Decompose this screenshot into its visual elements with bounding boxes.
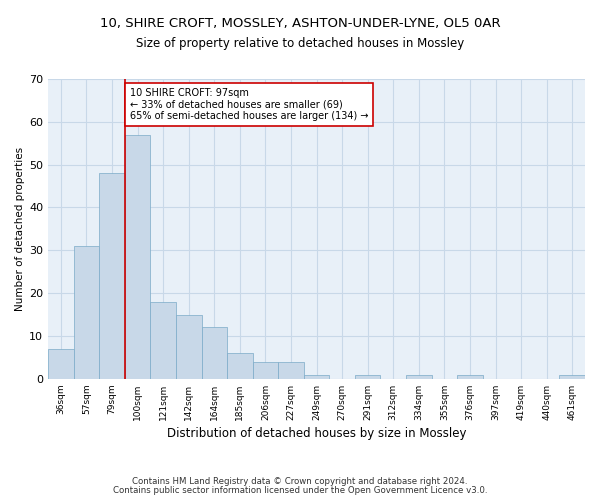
Bar [74, 246, 99, 379]
Bar [151, 302, 176, 379]
Bar [457, 374, 483, 379]
Text: 10 SHIRE CROFT: 97sqm
← 33% of detached houses are smaller (69)
65% of semi-deta: 10 SHIRE CROFT: 97sqm ← 33% of detached … [130, 88, 368, 121]
Bar [125, 134, 151, 379]
Bar [48, 349, 74, 379]
Bar [253, 362, 278, 379]
Bar [406, 374, 431, 379]
Bar [202, 328, 227, 379]
Bar [227, 353, 253, 379]
X-axis label: Distribution of detached houses by size in Mossley: Distribution of detached houses by size … [167, 427, 466, 440]
Text: Contains public sector information licensed under the Open Government Licence v3: Contains public sector information licen… [113, 486, 487, 495]
Bar [278, 362, 304, 379]
Text: Contains HM Land Registry data © Crown copyright and database right 2024.: Contains HM Land Registry data © Crown c… [132, 477, 468, 486]
Bar [99, 173, 125, 379]
Y-axis label: Number of detached properties: Number of detached properties [15, 147, 25, 311]
Bar [355, 374, 380, 379]
Text: 10, SHIRE CROFT, MOSSLEY, ASHTON-UNDER-LYNE, OL5 0AR: 10, SHIRE CROFT, MOSSLEY, ASHTON-UNDER-L… [100, 18, 500, 30]
Text: Size of property relative to detached houses in Mossley: Size of property relative to detached ho… [136, 38, 464, 51]
Bar [176, 314, 202, 379]
Bar [304, 374, 329, 379]
Bar [559, 374, 585, 379]
